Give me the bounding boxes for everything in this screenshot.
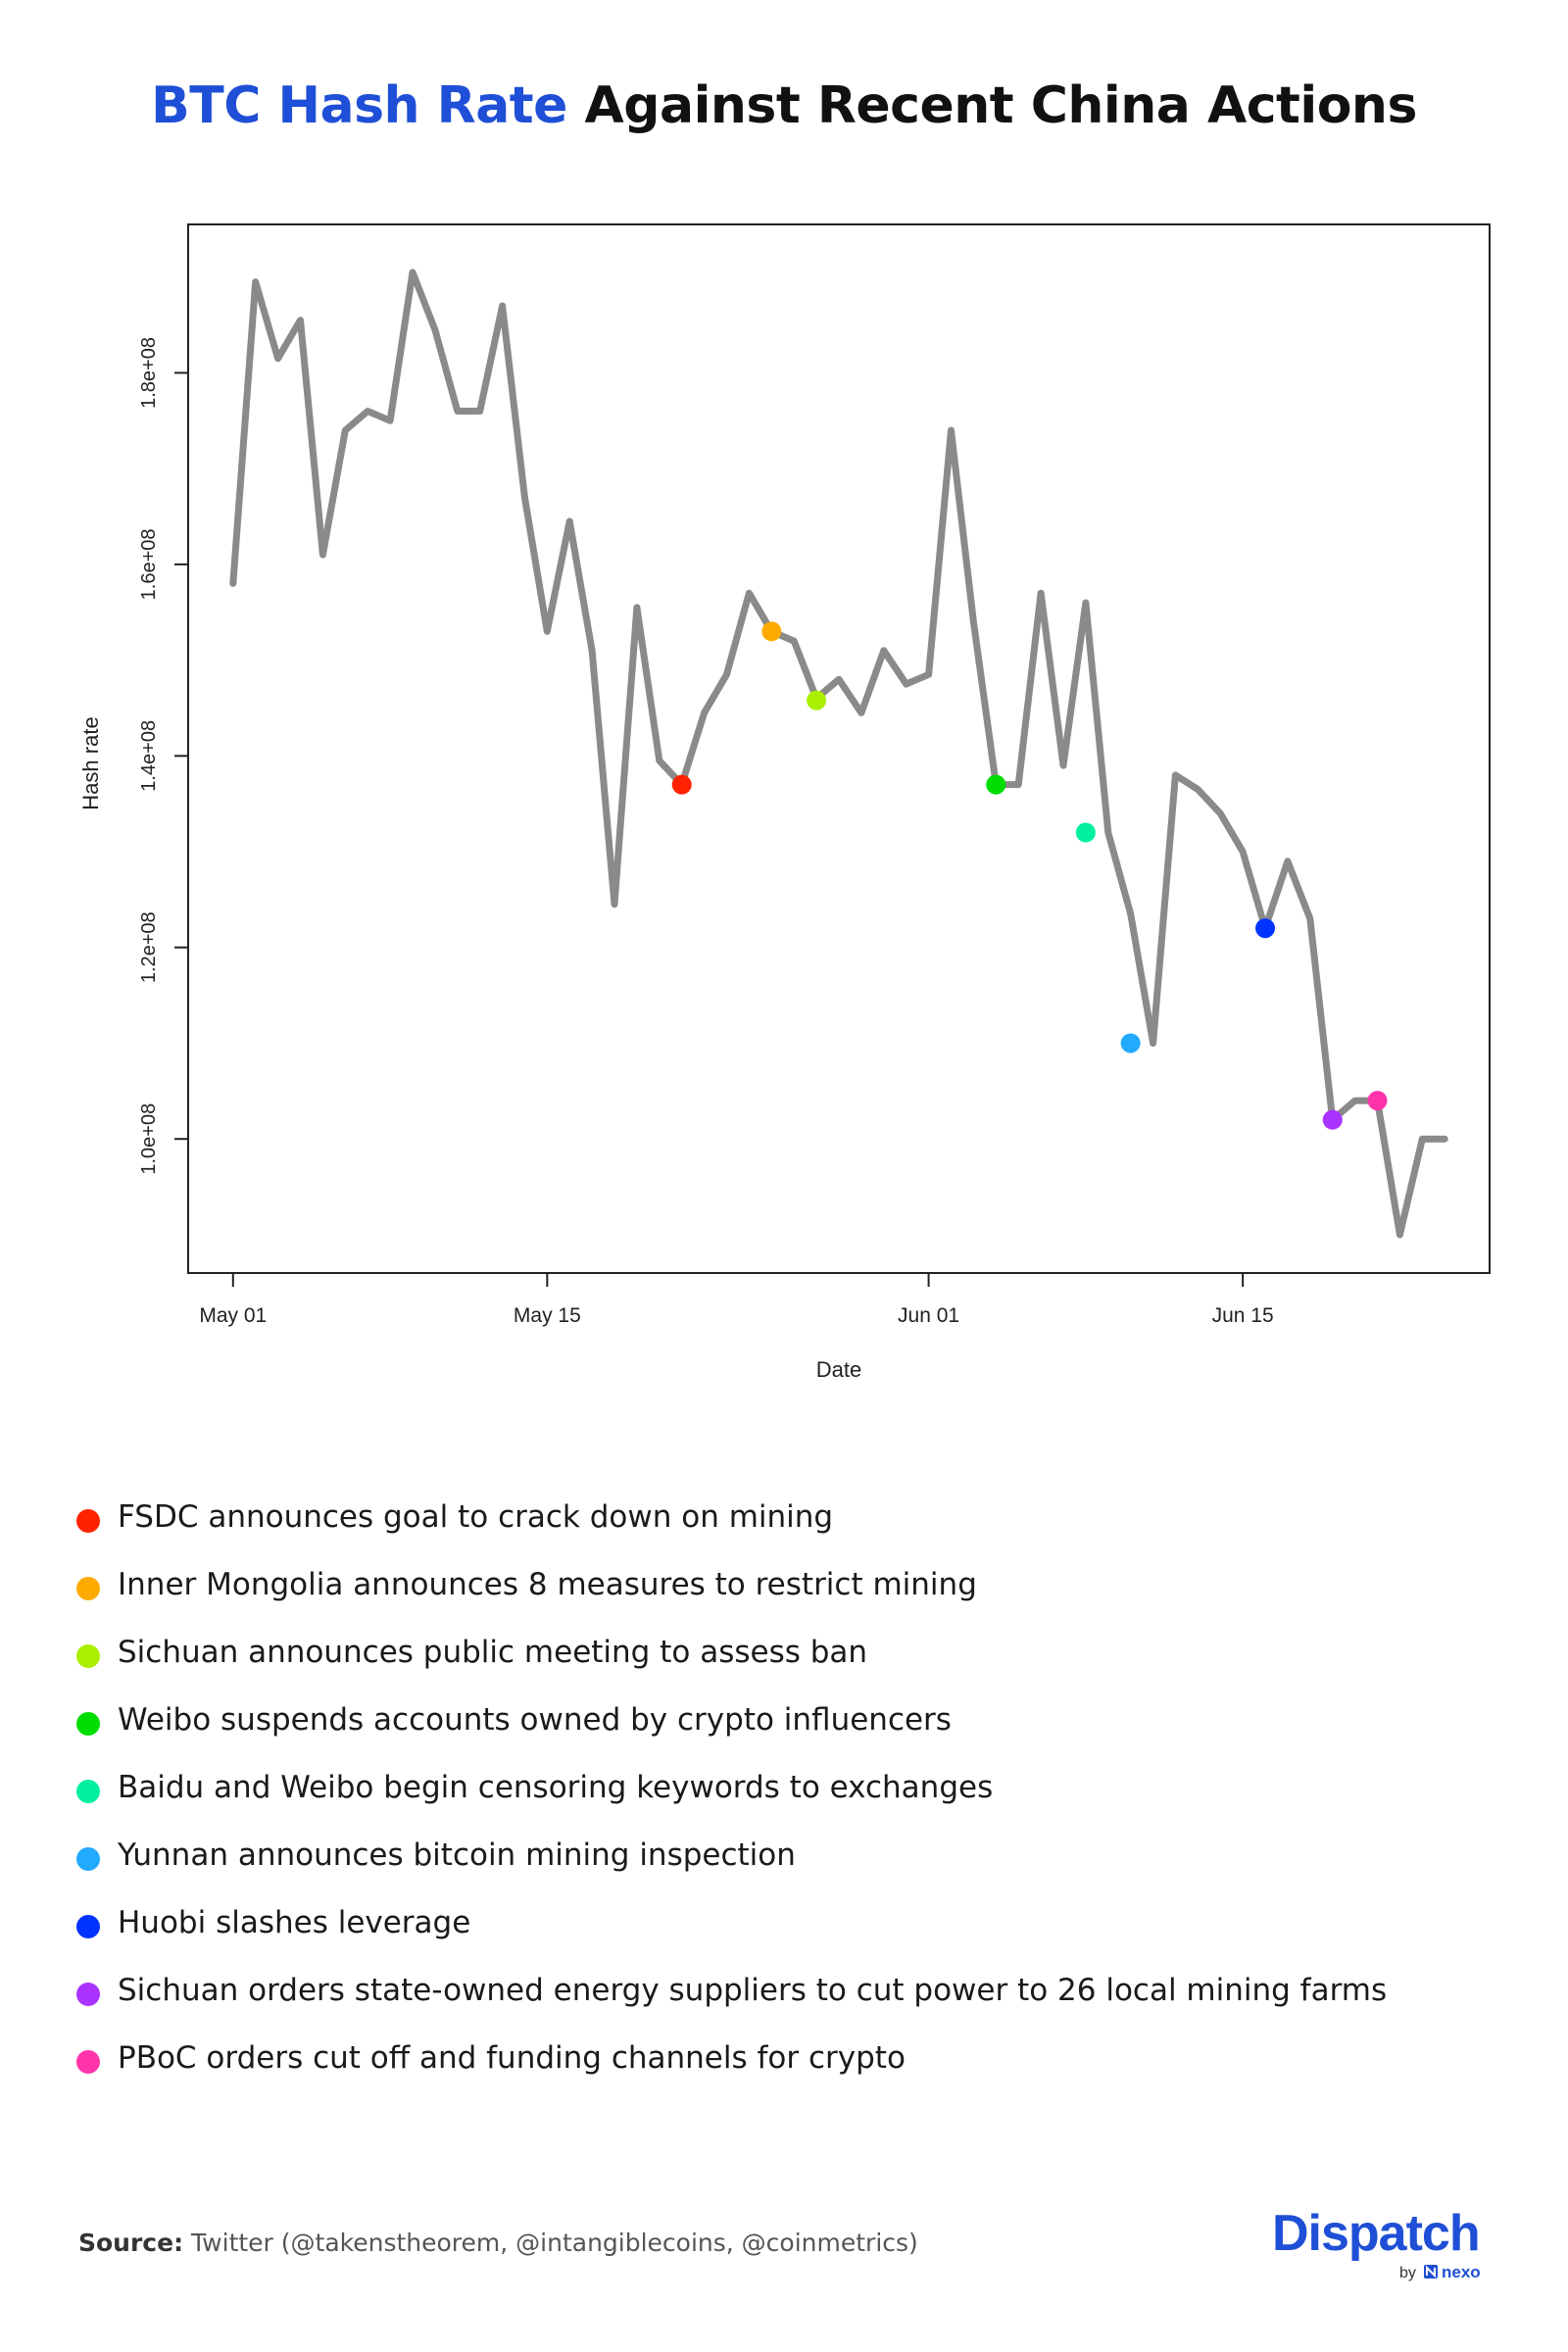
x-tick-label: Jun 15 [1212,1304,1274,1327]
legend-dot-icon [76,1509,100,1533]
x-tick-label: Jun 01 [898,1304,959,1327]
legend-label: Huobi slashes leverage [118,1905,471,1940]
y-axis-title: Hash rate [78,716,103,809]
legend-label: Sichuan orders state-owned energy suppli… [118,1973,1388,2008]
source-text: Twitter (@takenstheorem, @intangiblecoin… [183,2229,918,2257]
event-marker [671,774,692,795]
hash-rate-line [229,269,1448,1239]
nexo-icon [1424,2265,1438,2278]
legend-label: Weibo suspends accounts owned by crypto … [118,1702,952,1738]
legend-dot-icon [76,2050,100,2074]
title-rest: Against Recent China Actions [584,76,1418,135]
hash-rate-chart: 1.0e+08 1.2e+08 1.4e+08 1.6e+08 1.8e+08 May 0… [78,223,1491,1382]
plot-frame [187,223,1491,1274]
legend-label: Baidu and Weibo begin censoring keywords… [118,1770,994,1805]
logo-by: by [1399,2265,1416,2281]
x-tick-label: May 01 [199,1304,267,1327]
event-marker [1075,822,1096,843]
logo-wordmark: Dispatch [1272,2205,1480,2262]
legend-dot-icon [76,1712,100,1736]
legend-label: PBoC orders cut off and funding channels… [118,2040,906,2076]
event-marker [1255,918,1276,939]
event-marker [1322,1109,1343,1130]
source-note: Source: Twitter (@takenstheorem, @intang… [78,2229,918,2257]
x-tick-label: May 15 [514,1304,581,1327]
y-tick-label: 1.6e+08 [138,528,160,600]
y-tick-label: 1.0e+08 [138,1103,160,1175]
legend-label: Inner Mongolia announces 8 measures to r… [118,1567,977,1602]
legend-dot-icon [76,1644,100,1668]
event-marker [986,774,1006,795]
legend-dot-icon [76,1780,100,1803]
chart-title: BTC Hash Rate Against Recent China Actio… [0,76,1568,135]
y-tick-label: 1.8e+08 [138,337,160,409]
logo-partner: nexo [1442,2263,1481,2281]
legend-label: FSDC announces goal to crack down on min… [118,1499,834,1535]
event-marker [1367,1091,1388,1111]
legend-label: Sichuan announces public meeting to asse… [118,1635,868,1670]
legend-label: Yunnan announces bitcoin mining inspecti… [118,1838,796,1873]
event-marker [807,690,827,710]
dispatch-logo: Dispatch by nexo [1272,2205,1481,2281]
legend-dot-icon [76,1847,100,1871]
event-marker [1120,1033,1141,1054]
event-marker [761,621,782,642]
x-axis-title: Date [816,1357,861,1382]
y-tick-label: 1.4e+08 [138,720,160,792]
title-accent: BTC Hash Rate [151,76,567,135]
legend-dot-icon [76,1915,100,1938]
y-tick-label: 1.2e+08 [138,911,160,983]
source-label: Source: [78,2229,184,2257]
legend-dot-icon [76,1983,100,2006]
legend-dot-icon [76,1577,100,1600]
